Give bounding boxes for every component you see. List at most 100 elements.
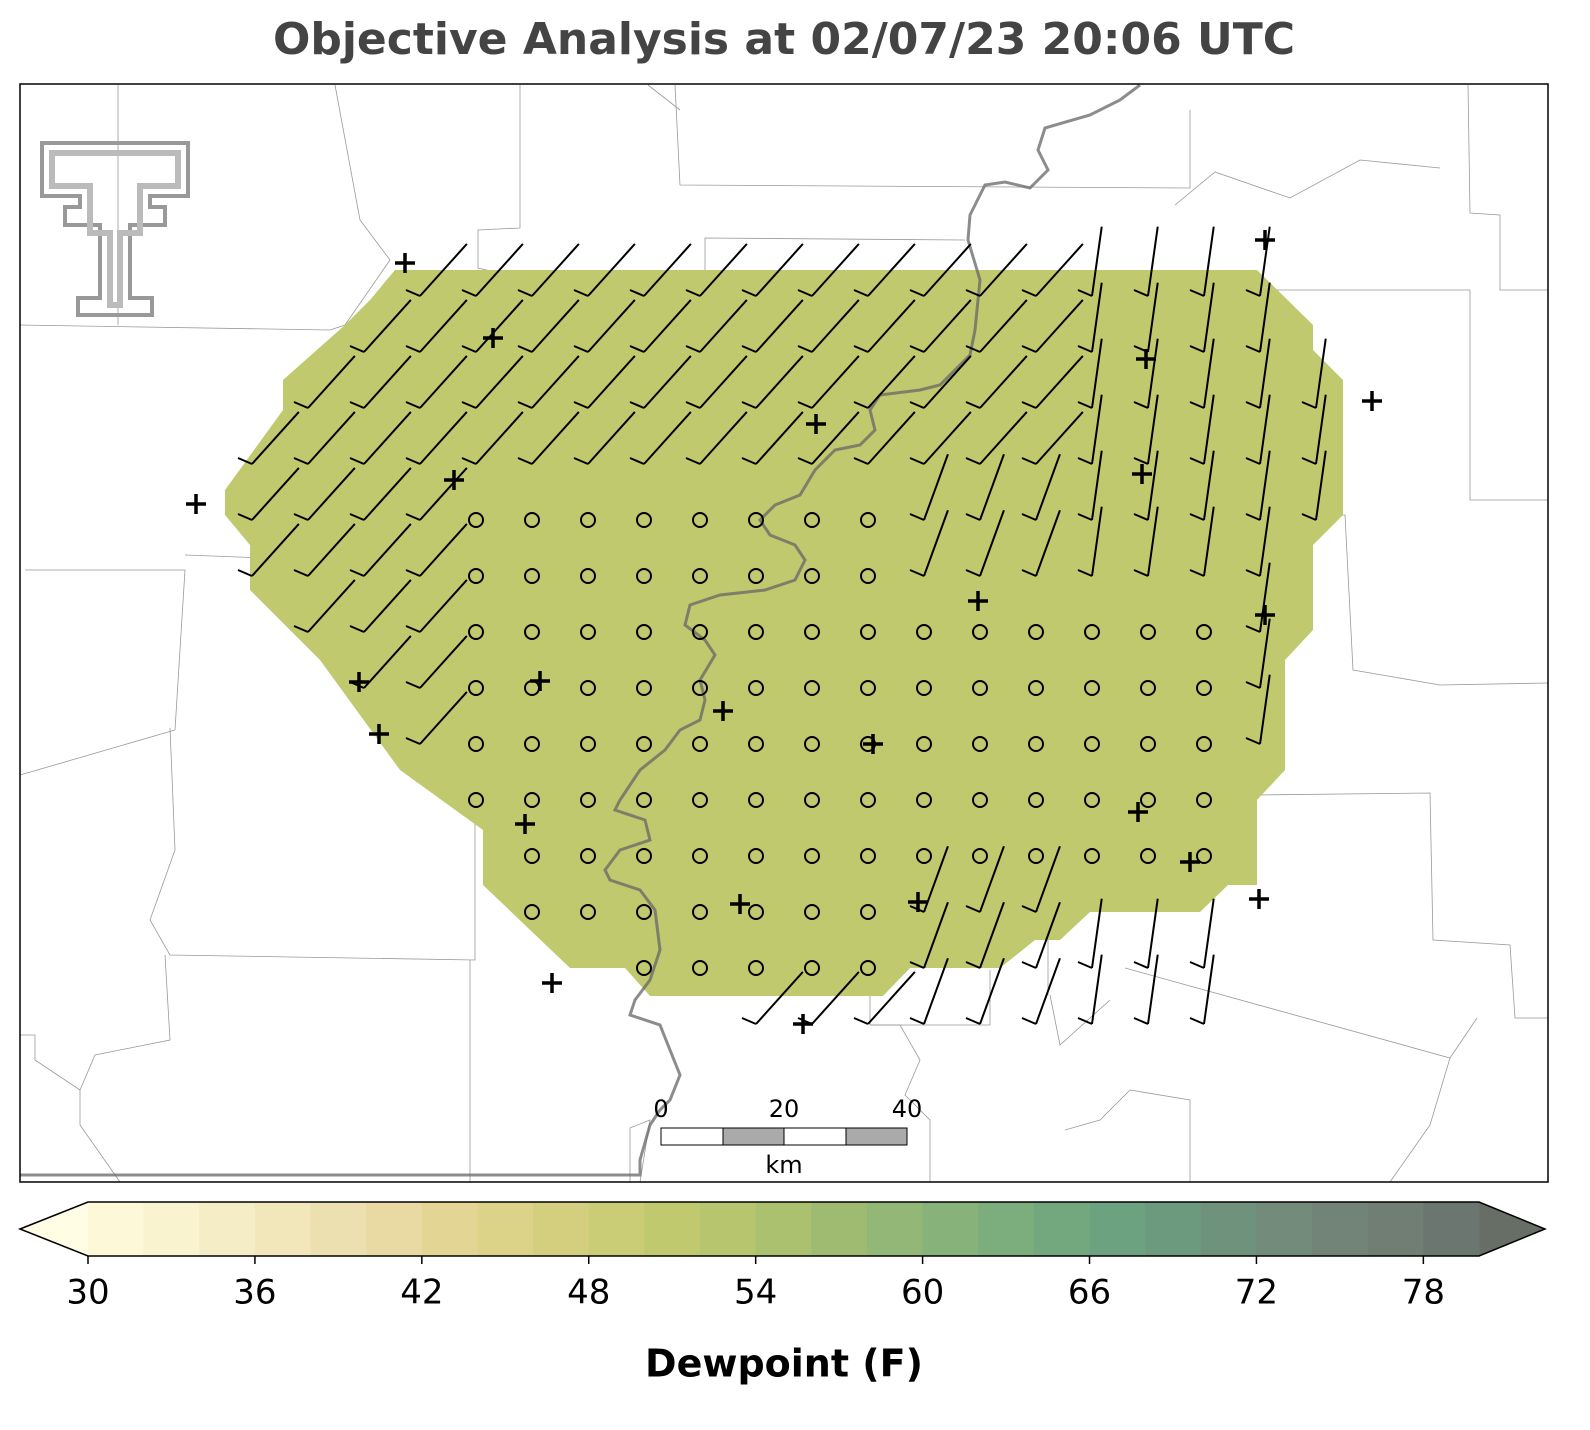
wind-barb: [293, 411, 356, 465]
calm-wind: [1084, 848, 1100, 864]
calm-wind: [636, 960, 652, 976]
wind-barb: [909, 957, 949, 1025]
wind-barb: [517, 299, 580, 353]
calm-wind: [748, 680, 764, 696]
station: [1255, 230, 1275, 250]
wind-barb: [405, 691, 468, 745]
station: [730, 894, 750, 914]
wind-barb: [1245, 394, 1271, 465]
calm-wind: [748, 904, 764, 920]
wind-barb: [909, 411, 972, 465]
dewpoint-field: [225, 270, 1343, 996]
colorbar-bin: [143, 1202, 200, 1256]
colorbar-bin: [811, 1202, 868, 1256]
colorbar-bin: [533, 1202, 590, 1256]
wind-barb: [685, 243, 748, 297]
calm-wind: [972, 736, 988, 752]
calm-wind: [692, 792, 708, 808]
colorbar-bin: [644, 1202, 701, 1256]
calm-wind: [748, 512, 764, 528]
station: [186, 494, 206, 514]
calm-wind: [636, 512, 652, 528]
wind-barb: [405, 579, 468, 633]
wind-barb: [1245, 338, 1271, 409]
wind-barb: [741, 243, 804, 297]
station: [1136, 349, 1156, 369]
logo: [40, 141, 190, 317]
calm-wind: [748, 792, 764, 808]
wind-barb: [405, 299, 468, 353]
colorbar-bin: [755, 1202, 812, 1256]
calm-wind: [804, 680, 820, 696]
scale-label: 20: [769, 1095, 800, 1123]
wind-barb: [629, 299, 692, 353]
scale-unit: km: [765, 1151, 802, 1179]
wind-barb: [349, 299, 412, 353]
wind-barb: [909, 243, 972, 297]
colorbar-tick-label: 66: [1068, 1273, 1111, 1313]
wind-barb: [1133, 954, 1159, 1025]
colorbar-tick-label: 42: [400, 1273, 443, 1313]
scale-bar: 0 20 40 km: [653, 1095, 922, 1179]
colorbar: 30 36 42 48 54 60 66 72 78: [17, 1201, 1547, 1313]
colorbar-extend-low: [20, 1202, 88, 1256]
wind-barb: [965, 845, 1005, 913]
station: [908, 892, 928, 912]
colorbar-bin: [922, 1202, 979, 1256]
calm-wind: [1196, 848, 1212, 864]
calm-wind: [804, 904, 820, 920]
wind-barb: [909, 355, 972, 409]
colorbar-bin: [199, 1202, 256, 1256]
wind-barb: [461, 243, 524, 297]
wind-barb: [349, 411, 412, 465]
station: [530, 671, 550, 691]
wind-barb: [685, 299, 748, 353]
colorbar-bin: [866, 1202, 924, 1256]
wind-barb: [573, 355, 636, 409]
calm-wind: [972, 848, 988, 864]
calm-wind: [692, 848, 708, 864]
wind-barb: [517, 411, 580, 465]
calm-wind: [860, 512, 876, 528]
station: [1362, 391, 1382, 411]
calm-wind: [1084, 680, 1100, 696]
calm-wind: [1084, 792, 1100, 808]
calm-wind: [580, 904, 596, 920]
wind-barb: [1189, 898, 1215, 969]
calm-wind: [580, 624, 596, 640]
wind-barb: [1021, 957, 1061, 1025]
calm-wind: [1196, 736, 1212, 752]
calm-wind: [860, 680, 876, 696]
calm-wind: [748, 624, 764, 640]
station: [863, 734, 883, 754]
wind-barb: [1301, 450, 1327, 521]
wind-barb: [797, 299, 860, 353]
wind-barb: [1021, 411, 1084, 465]
calm-wind: [916, 848, 932, 864]
wind-barb: [1189, 338, 1215, 409]
calm-wind: [580, 512, 596, 528]
wind-barb: [1245, 450, 1271, 521]
wind-barb: [293, 467, 356, 521]
calm-wind: [636, 624, 652, 640]
wind-barb: [461, 355, 524, 409]
wind-barb: [965, 355, 1028, 409]
wind-barb: [1245, 226, 1271, 297]
calm-wind: [860, 568, 876, 584]
colorbar-bin: [1256, 1202, 1313, 1256]
wind-barb: [965, 901, 1005, 969]
colorbar-tick-label: 30: [66, 1273, 109, 1313]
calm-wind: [468, 792, 484, 808]
wind-barb: [853, 355, 916, 409]
colorbar-bin: [421, 1202, 478, 1256]
wind-barb: [741, 355, 804, 409]
colorbar-bin: [1089, 1202, 1146, 1256]
wind-barb: [1245, 618, 1271, 689]
wind-barb: [405, 635, 468, 689]
calm-wind: [972, 680, 988, 696]
wind-barb: [1077, 450, 1103, 521]
calm-wind: [1028, 848, 1044, 864]
colorbar-bin: [1312, 1202, 1369, 1256]
wind-barb: [965, 299, 1028, 353]
calm-wind: [1140, 680, 1156, 696]
